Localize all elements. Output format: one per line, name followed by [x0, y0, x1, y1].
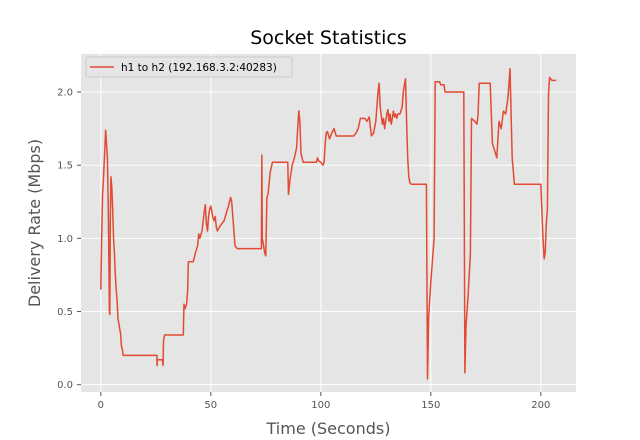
y-tick-label: 2.0 [57, 88, 73, 99]
series-layer [100, 67, 557, 380]
legend-box [85, 56, 293, 78]
series-line [100, 67, 557, 380]
grid-lines [81, 54, 576, 392]
legend-label: h1 to h2 (192.168.3.2:40283) [121, 62, 277, 74]
x-tick-label: 200 [531, 400, 550, 411]
x-tick-label: 0 [98, 400, 104, 411]
y-axis-ticks: 0.0 0.5 1.0 1.5 2.0 [57, 88, 81, 391]
plot-background [81, 54, 576, 392]
x-axis-label: Time (Seconds) [266, 419, 391, 438]
y-tick-label: 0.0 [57, 380, 73, 391]
y-tick-label: 1.5 [57, 161, 73, 172]
x-tick-label: 50 [204, 400, 217, 411]
x-tick-label: 100 [311, 400, 330, 411]
y-tick-label: 1.0 [57, 234, 73, 245]
y-tick-label: 0.5 [57, 307, 73, 318]
y-axis-label: Delivery Rate (Mbps) [25, 139, 44, 307]
x-axis-ticks: 0 50 100 150 200 [98, 392, 550, 411]
x-tick-label: 150 [421, 400, 440, 411]
legend: h1 to h2 (192.168.3.2:40283) [85, 56, 293, 78]
chart-title: Socket Statistics [250, 27, 407, 49]
